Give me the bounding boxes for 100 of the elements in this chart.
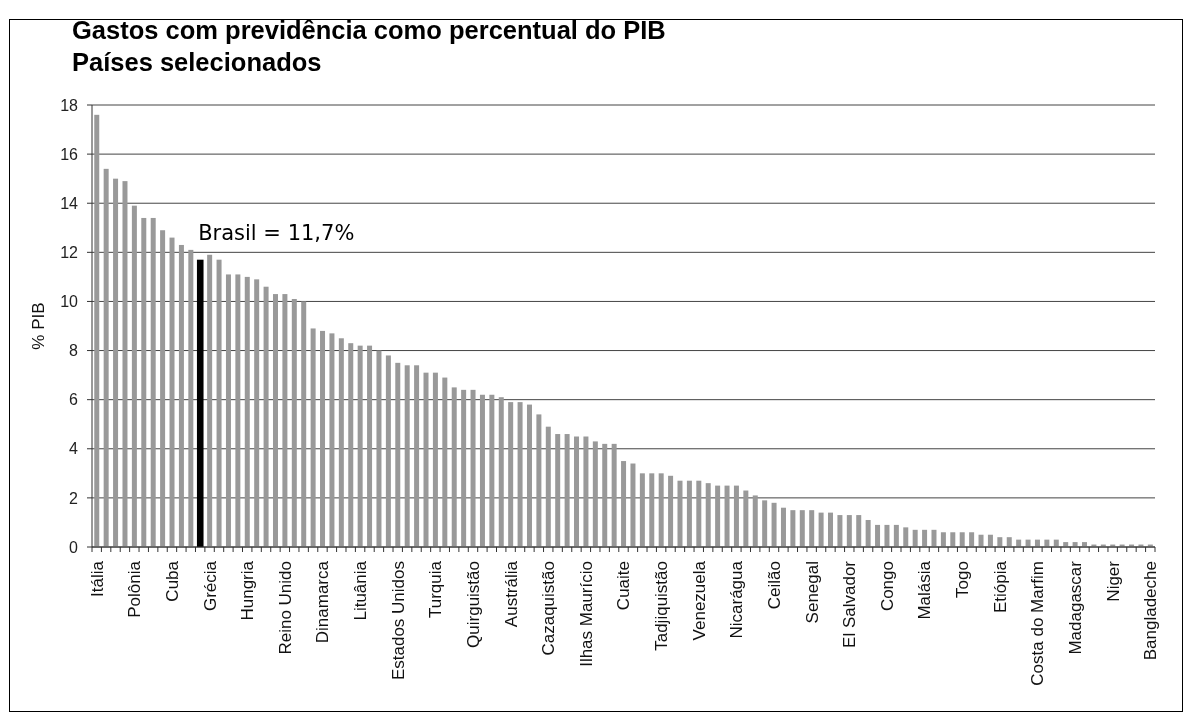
bar — [216, 259, 222, 547]
bar — [639, 473, 645, 547]
bar — [508, 402, 514, 547]
bar — [818, 512, 824, 547]
bar — [997, 537, 1003, 547]
x-tick-label: Nicarágua — [727, 560, 747, 639]
x-tick-label: Cuba — [162, 560, 182, 602]
bar — [291, 298, 297, 547]
bar — [922, 529, 928, 547]
x-tick-label: Costa do Marfim — [1028, 561, 1048, 686]
bar — [94, 114, 100, 547]
bar — [451, 387, 457, 547]
bar — [367, 345, 373, 547]
bar — [545, 426, 551, 547]
bar — [940, 532, 946, 547]
bar — [272, 294, 278, 547]
bar — [385, 355, 391, 547]
x-tick-label: Turquia — [426, 560, 446, 619]
bar — [658, 473, 664, 547]
y-tick-label: 2 — [69, 489, 79, 507]
bar — [225, 274, 231, 547]
bar — [338, 338, 344, 547]
bar — [282, 294, 288, 547]
bar — [771, 502, 777, 547]
x-tick-label: Grécia — [200, 560, 220, 612]
y-tick-label: 4 — [69, 440, 79, 458]
y-tick-label: 14 — [60, 194, 79, 212]
bar — [649, 473, 655, 547]
x-tick-label: Niger — [1103, 560, 1123, 602]
y-tick-label: 6 — [69, 391, 79, 409]
bar — [611, 443, 617, 547]
bar — [630, 463, 636, 547]
bar — [564, 434, 570, 547]
bar — [376, 350, 382, 547]
bar — [470, 389, 476, 547]
x-tick-label: Bangladeche — [1141, 561, 1161, 661]
bar — [912, 529, 918, 547]
x-tick-label: Dinamarca — [313, 560, 333, 644]
bar — [113, 178, 119, 547]
bar — [602, 443, 608, 547]
x-tick-label: Estados Unidos — [388, 561, 408, 681]
x-tick-label: Lituânia — [351, 560, 371, 621]
bar — [536, 414, 542, 547]
bar — [263, 286, 269, 547]
bar — [196, 259, 204, 547]
bar — [743, 490, 749, 547]
bar — [244, 276, 250, 547]
bar — [150, 217, 156, 547]
y-tick-label: 12 — [60, 244, 79, 262]
bar — [903, 527, 909, 547]
x-tick-label: Cazaquistão — [539, 561, 559, 656]
y-tick-label: 18 — [60, 96, 79, 114]
x-tick-label: Tadjiquistão — [652, 561, 672, 651]
x-tick-label: El Salvador — [840, 560, 860, 648]
bar — [987, 534, 993, 547]
bar — [479, 394, 485, 547]
bar — [348, 343, 354, 547]
bar — [498, 397, 504, 547]
bar — [733, 485, 739, 547]
y-tick-label: 10 — [60, 293, 79, 311]
bar — [432, 372, 438, 547]
y-tick-label: 0 — [69, 538, 79, 556]
bar — [442, 377, 448, 547]
chart-subtitle: Países selecionados — [72, 47, 322, 77]
bar — [1006, 537, 1012, 547]
bar — [828, 512, 834, 547]
bar — [188, 249, 194, 547]
x-tick-label: Malásia — [915, 560, 935, 620]
bar — [583, 436, 589, 547]
bar — [131, 205, 137, 547]
bar — [884, 524, 890, 547]
bar — [715, 485, 721, 547]
x-tick-label: Austrália — [501, 560, 521, 628]
x-tick-label: Quirguistão — [463, 561, 483, 648]
bar — [677, 480, 683, 547]
x-tick-label: Togo — [953, 561, 973, 598]
bar — [207, 254, 213, 547]
bar — [395, 362, 401, 547]
bar — [357, 345, 363, 547]
bar — [705, 483, 711, 547]
bar — [141, 217, 147, 547]
bar — [790, 510, 796, 547]
bar — [809, 510, 815, 547]
bar — [404, 365, 410, 547]
bar — [301, 301, 307, 547]
bar — [696, 480, 702, 547]
x-tick-label: Etiópia — [990, 560, 1010, 613]
x-tick-label: Venezuela — [689, 560, 709, 641]
y-axis-title: % PIB — [29, 302, 49, 350]
bar — [846, 515, 852, 547]
bar — [959, 532, 965, 547]
bar — [103, 168, 109, 547]
bar — [489, 394, 495, 547]
bar — [329, 333, 335, 547]
bar — [423, 372, 429, 547]
chart-title: Gastos com previdência como percentual do PIB — [72, 15, 666, 45]
bar — [160, 230, 166, 547]
bar — [320, 330, 326, 547]
annotation: Brasil = 11,7% — [198, 220, 355, 246]
bar — [517, 402, 523, 547]
